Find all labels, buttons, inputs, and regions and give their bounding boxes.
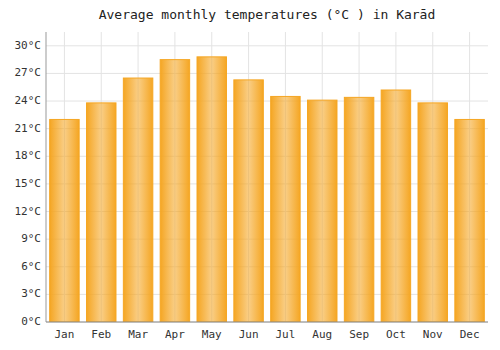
y-tick-label: 0°C	[21, 315, 41, 328]
bar	[234, 80, 263, 322]
x-tick-label: Mar	[128, 328, 148, 341]
y-grid-line	[46, 73, 488, 74]
y-tick-label: 3°C	[21, 287, 41, 300]
x-axis-line	[46, 322, 488, 323]
y-tick-label: 18°C	[15, 149, 42, 162]
y-axis-line	[46, 32, 47, 322]
y-tick-label: 27°C	[15, 66, 42, 79]
bar	[197, 57, 226, 322]
bar	[344, 97, 373, 322]
x-tick-label: Oct	[386, 328, 406, 341]
y-grid-line	[46, 322, 488, 323]
bar	[160, 60, 189, 322]
y-grid-line	[46, 45, 488, 46]
x-tick-label: Jul	[275, 328, 295, 341]
x-tick-label: Feb	[91, 328, 111, 341]
x-tick-label: Nov	[423, 328, 443, 341]
x-tick-label: Aug	[312, 328, 332, 341]
x-tick-label: Jan	[54, 328, 74, 341]
grid	[46, 32, 488, 322]
axes: 0°C 3°C 6°C 9°C 12°C 15°C 18°C 21°C 24°C 27°C 30°C…	[15, 32, 489, 341]
bar	[455, 119, 484, 322]
title: Average monthly temperatures (°C ) in Ka…	[99, 7, 436, 22]
y-tick-label: 9°C	[21, 232, 41, 245]
x-tick-label: Apr	[165, 328, 185, 341]
bar	[123, 78, 152, 322]
y-tick-label: 15°C	[15, 177, 42, 190]
bar	[87, 103, 116, 322]
x-tick-label: May	[202, 328, 222, 341]
bar	[271, 96, 300, 322]
bar	[418, 103, 447, 322]
bars	[50, 57, 485, 322]
y-tick-label: 21°C	[15, 122, 42, 135]
y-grid-line	[46, 101, 488, 102]
bar	[50, 119, 79, 322]
y-tick-label: 6°C	[21, 260, 41, 273]
y-tick-label: 24°C	[15, 94, 42, 107]
x-tick-label: Sep	[349, 328, 369, 341]
bar	[308, 100, 337, 322]
bar	[381, 90, 410, 322]
y-tick-label: 30°C	[15, 39, 42, 52]
chart-container: 0°C 3°C 6°C 9°C 12°C 15°C 18°C 21°C 24°C 27°C 30°C…	[0, 0, 500, 350]
y-tick-label: 12°C	[15, 205, 42, 218]
chart-svg: 0°C 3°C 6°C 9°C 12°C 15°C 18°C 21°C 24°C 27°C 30°C…	[0, 0, 500, 350]
x-tick-label: Dec	[460, 328, 480, 341]
x-tick-label: Jun	[239, 328, 259, 341]
